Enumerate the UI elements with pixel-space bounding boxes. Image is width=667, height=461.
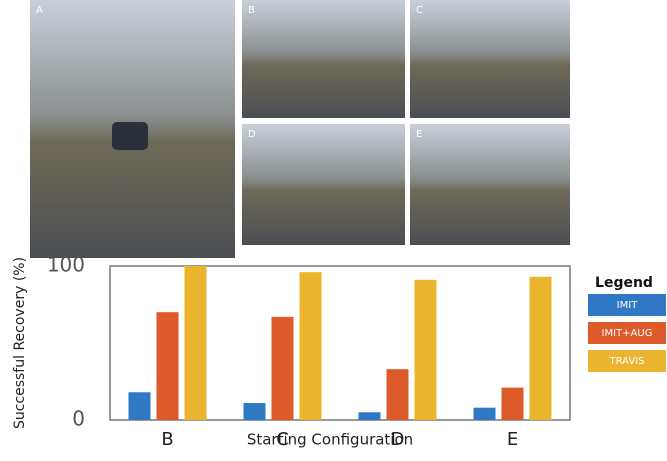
panel-label: E <box>416 129 422 140</box>
panel-label: C <box>416 5 423 16</box>
bar <box>272 317 294 420</box>
photo <box>410 0 570 118</box>
x-tick-label: C <box>276 429 289 450</box>
photo <box>410 124 570 245</box>
plot-frame <box>110 266 570 420</box>
bar <box>129 392 151 420</box>
bar <box>474 408 496 420</box>
legend-title: Legend <box>595 275 653 291</box>
legend-label: IMIT <box>617 300 639 311</box>
x-tick-label: D <box>391 429 405 450</box>
bar <box>300 272 322 420</box>
x-tick-label: B <box>161 429 173 450</box>
photo <box>242 0 405 118</box>
photo <box>242 124 405 245</box>
y-tick-label: 0 <box>72 407 85 431</box>
bar <box>157 312 179 420</box>
x-axis-label: Starting Configuration <box>247 431 413 449</box>
bar <box>502 388 524 420</box>
car <box>112 122 148 150</box>
panel-label: B <box>248 5 255 16</box>
y-axis-label: Successful Recovery (%) <box>12 257 28 429</box>
x-tick-label: E <box>507 429 518 450</box>
legend-label: TRAVIS <box>609 356 645 367</box>
bar <box>185 266 207 420</box>
bar <box>244 403 266 420</box>
panel-label: A <box>36 5 43 16</box>
bar <box>359 412 381 420</box>
bar <box>387 369 409 420</box>
photos: A B C D E <box>30 0 570 258</box>
bar <box>415 280 437 420</box>
legend-label: IMIT+AUG <box>602 328 653 339</box>
figure: A B C D E Successful Recovery (%) Starti… <box>0 0 667 461</box>
bar <box>530 277 552 420</box>
panel-label: D <box>248 129 256 140</box>
y-tick-label: 100 <box>47 253 85 277</box>
